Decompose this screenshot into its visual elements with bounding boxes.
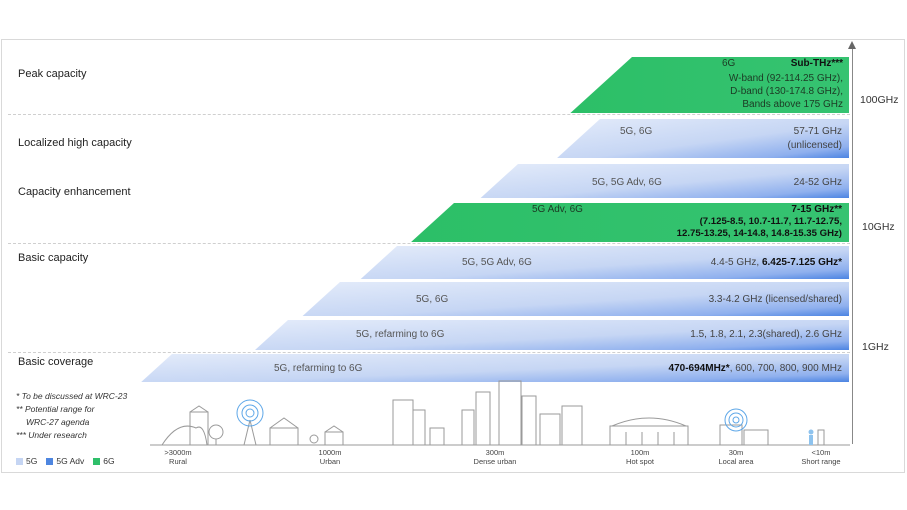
band-wedge bbox=[302, 282, 850, 316]
legend-swatch bbox=[46, 458, 54, 465]
band-frequency-label: 57-71 GHz bbox=[794, 126, 842, 137]
band-frequency-heading: Sub-THz*** bbox=[791, 58, 843, 69]
frequency-axis bbox=[852, 48, 853, 444]
footnote: * To be discussed at WRC-23 bbox=[16, 391, 128, 401]
band-frequency-label: W-band (92-114.25 GHz), bbox=[729, 73, 843, 84]
distance-label: <10m Short range bbox=[801, 448, 841, 466]
band-technology-label: 5G, 6G bbox=[620, 126, 652, 137]
band-technology-label: 5G, refarming to 6G bbox=[356, 329, 445, 340]
legend-label: 5G bbox=[26, 456, 38, 466]
distance-label: 30m Local area bbox=[718, 448, 754, 466]
axis-label-1ghz: 1GHz bbox=[862, 341, 889, 353]
footnote: ** Potential range for bbox=[16, 404, 95, 414]
band-frequency-label: 3.3-4.2 GHz (licensed/shared) bbox=[709, 294, 842, 305]
legend-swatch bbox=[93, 458, 101, 465]
band-technology-label: 6G bbox=[722, 58, 736, 69]
band-frequency-label: D-band (130-174.8 GHz), bbox=[730, 86, 843, 97]
band-technology-label: 5G, 5G Adv, 6G bbox=[462, 257, 532, 268]
band-wedge bbox=[570, 57, 849, 113]
footnotes: * To be discussed at WRC-23 ** Potential… bbox=[16, 390, 127, 442]
band-frequency-label: 24-52 GHz bbox=[794, 177, 842, 188]
separator bbox=[8, 243, 850, 244]
distance-label: 300m Dense urban bbox=[473, 448, 517, 466]
separator bbox=[8, 352, 850, 353]
distance-label: 100m Hot spot bbox=[626, 448, 654, 466]
band-technology-label: 5G Adv, 6G bbox=[532, 204, 583, 215]
band-wedge bbox=[480, 164, 849, 198]
category-localized-high-capacity: Localized high capacity bbox=[18, 137, 132, 149]
band-frequency-heading: 7-15 GHz** bbox=[791, 204, 842, 215]
distance-label: 1000m Urban bbox=[318, 448, 342, 466]
band-wedge bbox=[141, 354, 849, 382]
axis-label-100ghz: 100GHz bbox=[860, 94, 899, 106]
band-technology-label: 5G, 5G Adv, 6G bbox=[592, 177, 662, 188]
band-frequency-label: Bands above 175 GHz bbox=[742, 99, 843, 110]
legend-item: 5G bbox=[16, 456, 37, 466]
category-capacity-enhancement: Capacity enhancement bbox=[18, 186, 131, 198]
category-basic-capacity: Basic capacity bbox=[18, 252, 89, 264]
legend-label: 5G Adv bbox=[56, 456, 85, 466]
diagram-frame bbox=[1, 39, 905, 473]
legend: 5G 5G Adv 6G bbox=[16, 456, 115, 466]
band-frequency-label: 12.75-13.25, 14-14.8, 14.8-15.35 GHz) bbox=[677, 228, 842, 239]
band-frequency-label: (7.125-8.5, 10.7-11.7, 11.7-12.75, bbox=[700, 216, 843, 227]
legend-item: 5G Adv bbox=[46, 456, 84, 466]
band-wedge bbox=[557, 119, 849, 158]
band-wedge bbox=[360, 246, 849, 279]
legend-item: 6G bbox=[93, 456, 115, 466]
distance-label: >3000m Rural bbox=[164, 448, 192, 466]
band-frequency-label: 4.4-5 GHz, 6.425-7.125 GHz* bbox=[711, 257, 842, 268]
legend-swatch bbox=[16, 458, 23, 465]
band-wedge bbox=[255, 320, 849, 350]
axis-arrow-icon bbox=[848, 41, 856, 49]
footnote: WRC-27 agenda bbox=[26, 417, 90, 427]
band-frequency-label: (unlicensed) bbox=[788, 140, 842, 151]
category-basic-coverage: Basic coverage bbox=[18, 356, 94, 368]
separator bbox=[8, 114, 850, 115]
category-peak-capacity: Peak capacity bbox=[18, 68, 87, 80]
band-wedge bbox=[411, 203, 849, 242]
band-frequency-label: 1.5, 1.8, 2.1, 2.3(shared), 2.6 GHz bbox=[690, 329, 842, 340]
band-technology-label: 5G, refarming to 6G bbox=[274, 363, 363, 374]
band-frequency-label: 470-694MHz*, 600, 700, 800, 900 MHz bbox=[669, 363, 842, 374]
band-technology-label: 5G, 6G bbox=[416, 294, 448, 305]
axis-label-10ghz: 10GHz bbox=[862, 221, 895, 233]
legend-label: 6G bbox=[103, 456, 115, 466]
footnote: *** Under research bbox=[16, 430, 87, 440]
